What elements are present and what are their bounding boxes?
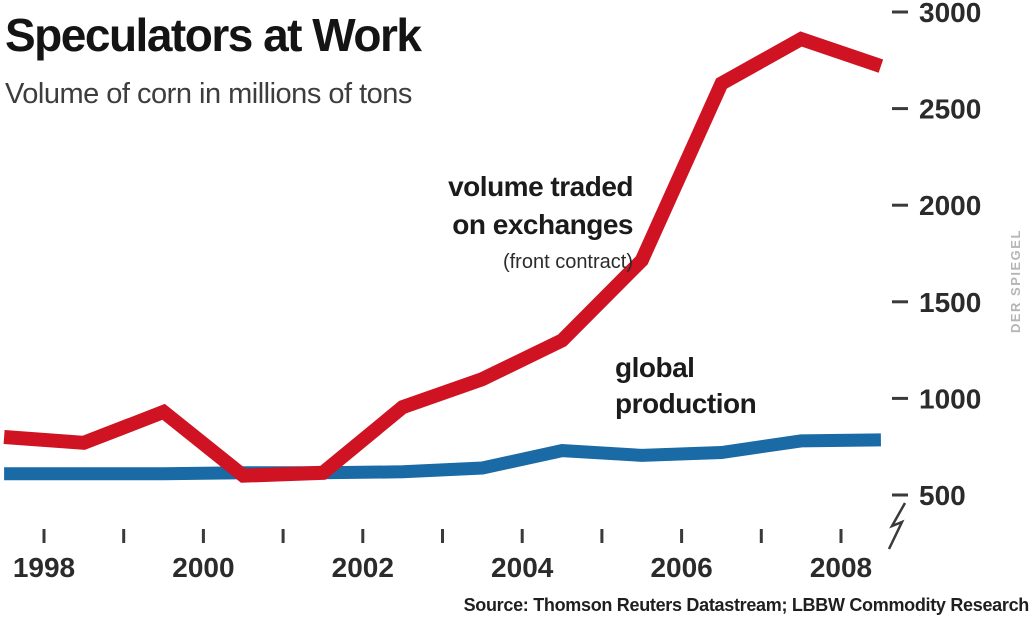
y-axis-tick	[892, 203, 908, 207]
series-label-global-production: global production	[615, 350, 757, 423]
series-label-global-production-line1: global	[615, 352, 695, 383]
chart-title: Speculators at Work	[5, 9, 422, 61]
x-axis-tick	[839, 529, 843, 543]
chart-subtitle: Volume of corn in millions of tons	[5, 78, 412, 110]
y-axis-tick	[892, 300, 908, 304]
y-axis-tick	[892, 10, 908, 14]
y-axis-label: 500	[919, 480, 966, 511]
x-axis-label: 2002	[332, 552, 394, 583]
y-axis-label: 1000	[919, 383, 981, 414]
series-line-volume-traded	[3, 31, 884, 483]
series-label-volume-traded-line2: on exchanges	[452, 208, 633, 240]
x-axis-label: 2006	[650, 552, 712, 583]
source-credit: Source: Thomson Reuters Datastream; LBBW…	[463, 595, 1030, 615]
x-axis-label: 2008	[810, 552, 872, 583]
x-axis-tick	[600, 529, 604, 543]
x-axis-label: 2004	[491, 552, 554, 583]
series-sublabel-front-contract: (front contract)	[502, 250, 633, 273]
y-axis-tick	[892, 107, 908, 111]
x-axis-tick	[122, 529, 126, 543]
x-axis-tick	[759, 529, 763, 543]
y-axis-tick	[892, 396, 908, 400]
x-axis-tick	[281, 529, 285, 543]
x-axis-tick	[680, 529, 684, 543]
y-axis-label: 3000	[919, 0, 981, 28]
series-label-volume-traded-line1: volume traded	[448, 171, 633, 202]
x-axis-label: 1998	[13, 552, 75, 583]
x-axis-label: 2000	[172, 552, 234, 583]
x-axis-tick	[42, 529, 46, 543]
series-line-global-production	[4, 433, 881, 481]
y-axis-label: 2500	[919, 94, 981, 125]
x-axis-tick	[520, 529, 524, 543]
y-axis-tick	[892, 493, 908, 497]
series-label-volume-traded: volume traded on exchanges (front contra…	[448, 168, 633, 276]
axis-break-icon	[887, 502, 907, 550]
y-axis-label: 2000	[919, 190, 981, 221]
x-axis-tick	[361, 529, 365, 543]
x-axis-tick	[441, 529, 444, 543]
watermark-der-spiegel: DER SPIEGEL	[1008, 229, 1023, 333]
series-label-global-production-line2: production	[615, 388, 757, 420]
x-axis-tick	[201, 529, 205, 543]
y-axis-label: 1500	[919, 287, 981, 318]
